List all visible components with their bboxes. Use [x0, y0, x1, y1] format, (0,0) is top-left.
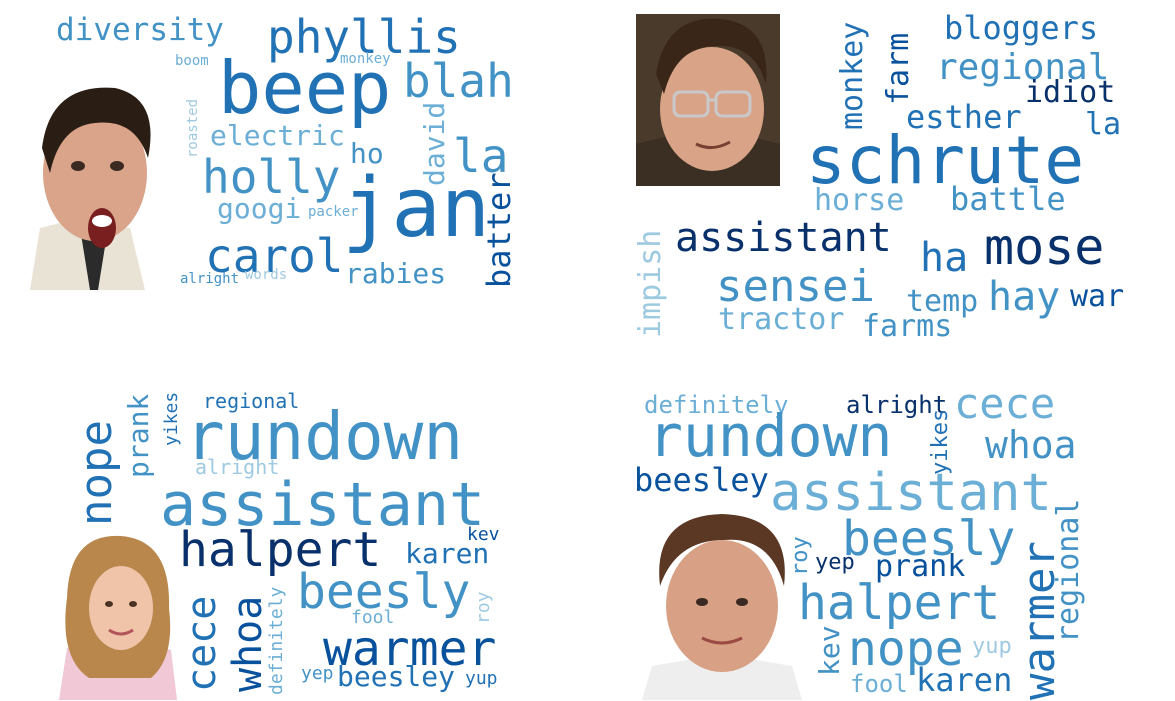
word-definitely: definitely	[266, 586, 287, 695]
jim-photo	[632, 506, 812, 700]
michael-photo	[20, 78, 160, 290]
word-alright: alright	[195, 455, 280, 479]
pam-photo	[59, 528, 177, 700]
word-cece: cece	[179, 595, 225, 692]
word-beesly: beesly	[842, 511, 1016, 567]
word-electric: electric	[210, 119, 345, 152]
word-monkey: monkey	[340, 51, 391, 67]
word-rabies: rabies	[345, 257, 447, 290]
word-definitely: definitely	[644, 391, 789, 419]
word-boom: boom	[175, 53, 209, 69]
word-roasted: roasted	[185, 98, 201, 158]
word-impish: impish	[633, 229, 668, 338]
dwight-photo	[636, 14, 780, 186]
word-regional: regional	[203, 389, 300, 413]
word-packer: packer	[308, 204, 359, 220]
word-phyllis: phyllis	[267, 10, 461, 64]
word-diversity: diversity	[56, 12, 224, 48]
word-cloud-panel-2: monkey farm bloggers regional idiot esth…	[630, 0, 1150, 345]
word-karen: karen	[916, 661, 1013, 699]
word-esther: esther	[906, 98, 1022, 136]
word-yep: yep	[301, 663, 334, 684]
word-assistant: assistant	[160, 470, 486, 540]
word-la: la	[1085, 107, 1122, 142]
word-fool: fool	[351, 607, 395, 628]
word-whoa: whoa	[985, 423, 1077, 467]
word-googi: googi	[217, 192, 302, 225]
word-idiot: idiot	[1025, 75, 1116, 110]
word-mose: mose	[984, 218, 1105, 276]
word-halpert: halpert	[179, 522, 382, 578]
word-prank: prank	[875, 549, 966, 584]
word-rundown: rundown	[185, 398, 464, 475]
word-roy: roy	[788, 536, 813, 576]
word-jan: jan	[342, 161, 491, 256]
word-nope: nope	[71, 420, 122, 526]
word-batter: batter	[480, 172, 518, 288]
word-words: words	[245, 267, 288, 283]
word-farms: farms	[862, 309, 953, 344]
word-assistant: assistant	[770, 463, 1052, 523]
word-kev: kev	[467, 524, 500, 545]
word-cloud-panel-4: definitely alright cece rundown yikes wh…	[630, 380, 1150, 701]
word-rundown: rundown	[648, 402, 893, 470]
word-horse: horse	[814, 183, 905, 218]
word-carol: carol	[205, 229, 344, 283]
word-holly: holly	[202, 150, 341, 204]
word-cloud-panel-1: diversity phyllis boom monkey beep blah …	[20, 0, 520, 300]
word-bloggers: bloggers	[944, 9, 1099, 47]
word-fool: fool	[850, 670, 908, 698]
word-beesley: beesley	[337, 660, 456, 693]
word-whoa: whoa	[225, 595, 271, 692]
word-beesly: beesly	[297, 564, 471, 620]
word-yup: yup	[465, 668, 498, 689]
word-farm: farm	[881, 32, 916, 105]
word-yikes: yikes	[161, 391, 182, 446]
word-ha: ha	[920, 235, 969, 281]
word-regional: regional	[936, 47, 1110, 88]
word-karen: karen	[405, 537, 490, 570]
word-tractor: tractor	[718, 302, 845, 337]
word-prank: prank	[122, 393, 155, 478]
word-war: war	[1070, 279, 1125, 314]
word-nope: nope	[848, 621, 964, 677]
word-yup: yup	[972, 634, 1012, 659]
word-battle: battle	[950, 180, 1066, 218]
word-ho: ho	[350, 137, 384, 170]
word-warmer: warmer	[323, 621, 497, 677]
word-la: la	[453, 129, 509, 183]
word-beesley: beesley	[634, 461, 769, 499]
word-assistant: assistant	[675, 215, 892, 261]
word-alright: alright	[180, 271, 240, 287]
word-alright: alright	[846, 391, 948, 419]
word-hay: hay	[988, 274, 1061, 320]
word-schrute: schrute	[806, 122, 1085, 199]
word-cece: cece	[954, 380, 1056, 428]
word-regional: regional	[1051, 498, 1086, 644]
word-blah: blah	[403, 54, 514, 108]
word-sensei: sensei	[716, 261, 875, 312]
word-halpert: halpert	[798, 575, 1001, 631]
word-monkey: monkey	[835, 21, 870, 130]
word-temp: temp	[906, 284, 979, 319]
word-kev: kev	[813, 625, 846, 676]
word-cloud-panel-3: regional nope prank yikes rundown alrigh…	[55, 380, 530, 701]
word-yep: yep	[815, 550, 855, 575]
word-roy: roy	[473, 591, 494, 624]
word-beep: beep	[218, 46, 392, 130]
